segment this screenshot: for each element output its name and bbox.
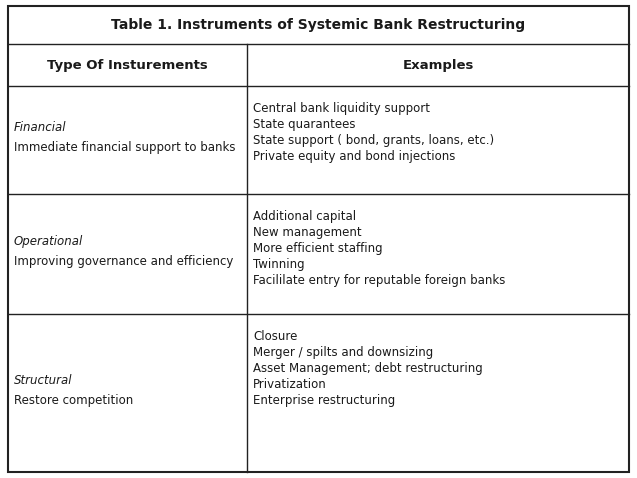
- Text: More efficient staffing: More efficient staffing: [253, 242, 383, 255]
- Text: State quarantees: State quarantees: [253, 118, 355, 131]
- Text: Closure: Closure: [253, 330, 297, 343]
- Text: Private equity and bond injections: Private equity and bond injections: [253, 150, 455, 163]
- Text: Restore competition: Restore competition: [14, 394, 133, 407]
- Text: New management: New management: [253, 226, 362, 239]
- Text: Type Of Insturements: Type Of Insturements: [47, 58, 208, 72]
- Text: Immediate financial support to banks: Immediate financial support to banks: [14, 141, 236, 154]
- Text: Additional capital: Additional capital: [253, 210, 356, 223]
- Text: State support ( bond, grants, loans, etc.): State support ( bond, grants, loans, etc…: [253, 134, 494, 147]
- Text: Asset Management; debt restructuring: Asset Management; debt restructuring: [253, 362, 483, 375]
- Text: Merger / spilts and downsizing: Merger / spilts and downsizing: [253, 346, 433, 359]
- Text: Privatization: Privatization: [253, 378, 327, 391]
- Text: Enterprise restructuring: Enterprise restructuring: [253, 394, 396, 407]
- Text: Facililate entry for reputable foreign banks: Facililate entry for reputable foreign b…: [253, 274, 506, 287]
- Text: Financial: Financial: [14, 121, 66, 134]
- Text: Structural: Structural: [14, 374, 73, 387]
- Text: Operational: Operational: [14, 235, 83, 248]
- Text: Examples: Examples: [403, 58, 474, 72]
- Text: Central bank liquidity support: Central bank liquidity support: [253, 102, 430, 115]
- Text: Table 1. Instruments of Systemic Bank Restructuring: Table 1. Instruments of Systemic Bank Re…: [111, 18, 526, 32]
- Text: Improving governance and efficiency: Improving governance and efficiency: [14, 255, 233, 268]
- Text: Twinning: Twinning: [253, 258, 304, 271]
